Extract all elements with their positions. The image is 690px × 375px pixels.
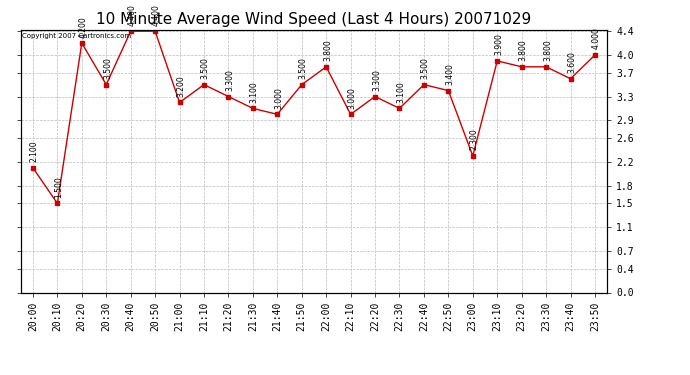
Text: 2.100: 2.100 [30, 141, 39, 162]
Text: 3.400: 3.400 [445, 63, 454, 85]
Text: 3.600: 3.600 [567, 51, 576, 73]
Text: 3.300: 3.300 [372, 69, 381, 91]
Text: 4.400: 4.400 [128, 4, 137, 26]
Text: 3.500: 3.500 [299, 57, 308, 79]
Text: 2.300: 2.300 [470, 129, 479, 150]
Text: 4.200: 4.200 [79, 16, 88, 38]
Text: 3.000: 3.000 [274, 87, 283, 109]
Text: 3.100: 3.100 [250, 81, 259, 103]
Text: 3.500: 3.500 [421, 57, 430, 79]
Text: 1.500: 1.500 [55, 176, 63, 198]
Text: 3.200: 3.200 [177, 75, 186, 97]
Text: 4.400: 4.400 [152, 4, 161, 26]
Text: 3.500: 3.500 [103, 57, 112, 79]
Text: 3.800: 3.800 [323, 39, 332, 61]
Text: 4.000: 4.000 [592, 27, 601, 50]
Text: 3.100: 3.100 [396, 81, 405, 103]
Text: 3.000: 3.000 [348, 87, 357, 109]
Text: Copyright 2007 Cartronics.com: Copyright 2007 Cartronics.com [22, 33, 131, 39]
Text: 3.800: 3.800 [543, 39, 552, 61]
Text: 3.800: 3.800 [519, 39, 528, 61]
Text: 3.900: 3.900 [494, 33, 503, 56]
Text: 3.500: 3.500 [201, 57, 210, 79]
Title: 10 Minute Average Wind Speed (Last 4 Hours) 20071029: 10 Minute Average Wind Speed (Last 4 Hou… [97, 12, 531, 27]
Text: 3.300: 3.300 [226, 69, 235, 91]
